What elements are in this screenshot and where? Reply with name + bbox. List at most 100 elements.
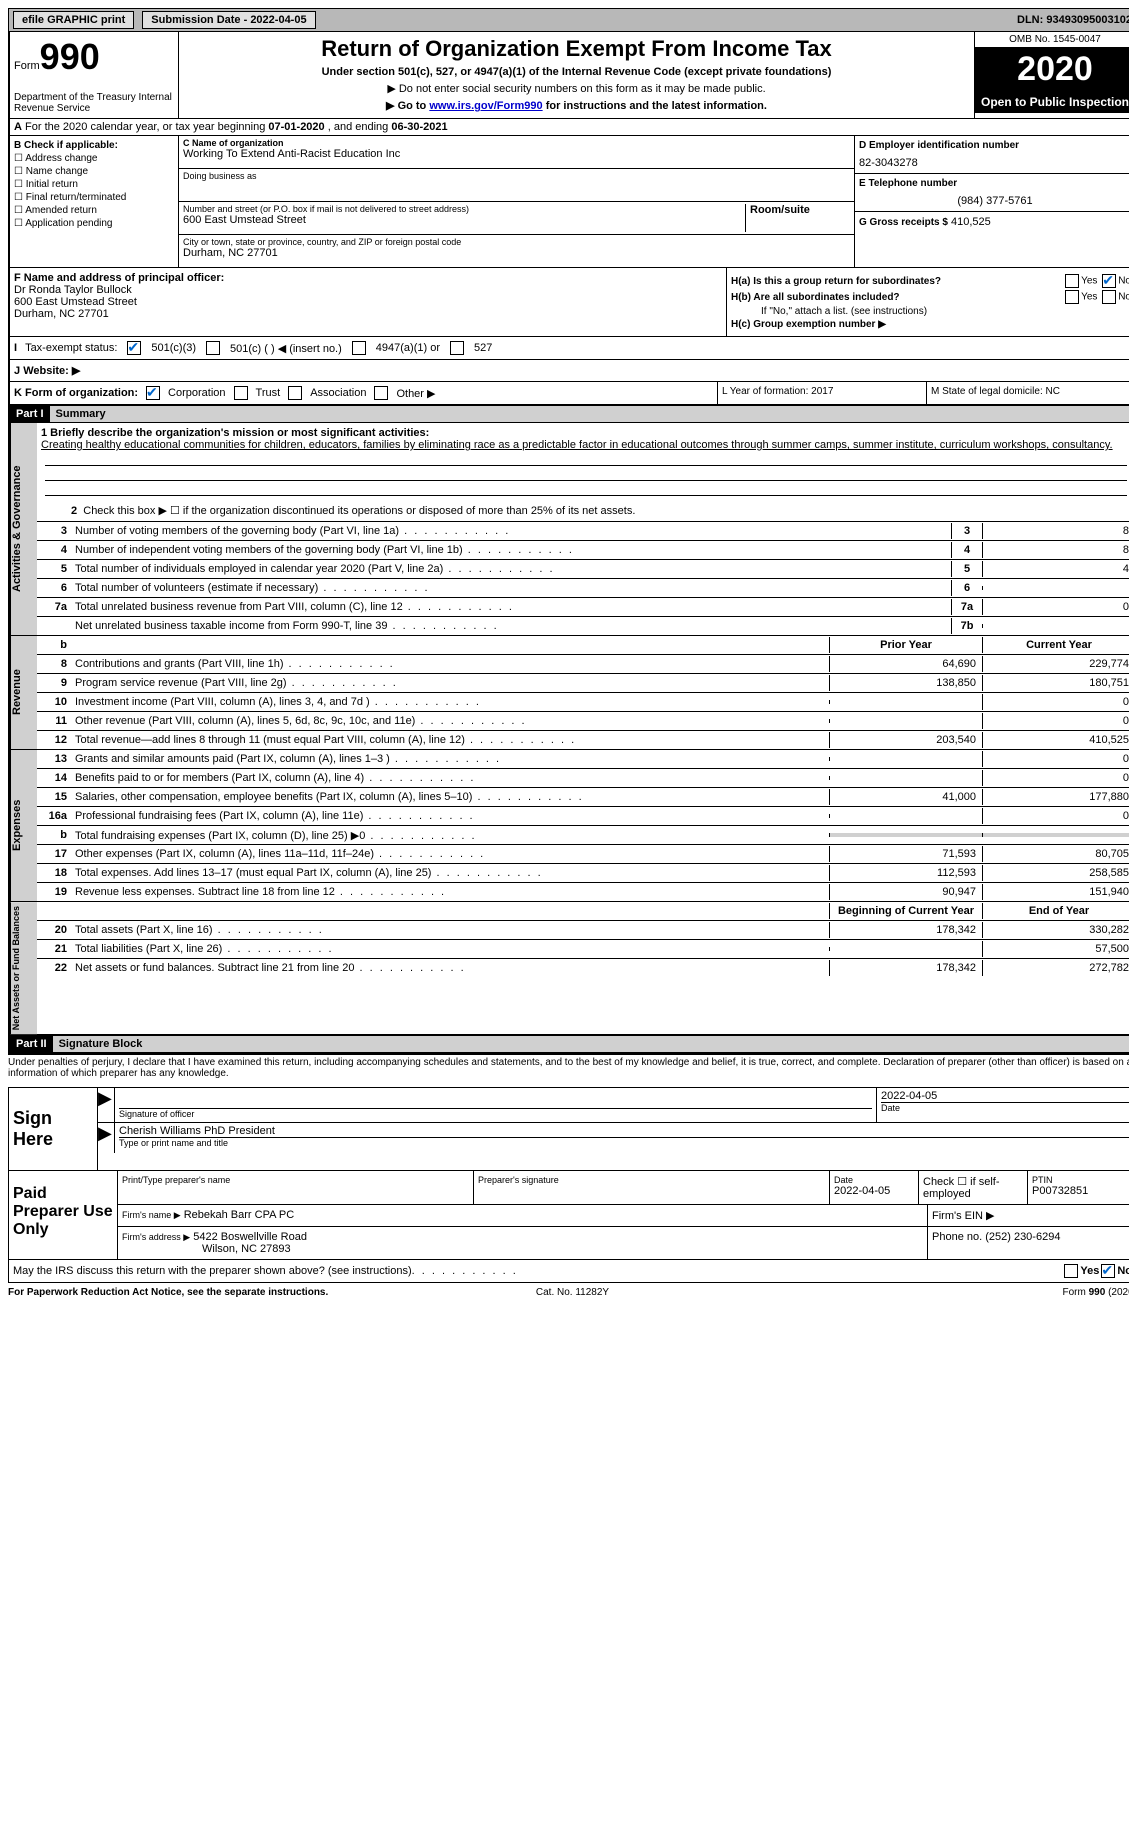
curr-val: 0	[982, 770, 1129, 786]
k-label: K Form of organization:	[14, 387, 138, 399]
org-name: Working To Extend Anti-Racist Education …	[183, 148, 850, 160]
row-i: I Tax-exempt status: 501(c)(3) 501(c) ( …	[10, 337, 1129, 360]
prior-val	[829, 814, 982, 818]
ha-no[interactable]	[1102, 274, 1116, 288]
i-4947[interactable]	[352, 341, 366, 355]
line-item: Net unrelated business taxable income fr…	[37, 617, 1129, 635]
line-text: Benefits paid to or for members (Part IX…	[71, 770, 829, 786]
cb-final-return[interactable]: ☐ Final return/terminated	[14, 192, 174, 203]
k-corp[interactable]	[146, 386, 160, 400]
gross-value: 410,525	[951, 216, 991, 228]
line-item: 13 Grants and similar amounts paid (Part…	[37, 750, 1129, 769]
tax-year: 2020	[975, 48, 1129, 91]
firm-name-label: Firm's name ▶	[122, 1210, 181, 1220]
efile-button[interactable]: efile GRAPHIC print	[13, 11, 134, 29]
prior-val: 112,593	[829, 865, 982, 881]
row-a-mid: , and ending	[328, 121, 392, 133]
i-501c[interactable]	[206, 341, 220, 355]
open-public: Open to Public Inspection	[975, 91, 1129, 113]
line-num: 17	[37, 848, 71, 860]
k-other[interactable]	[374, 386, 388, 400]
officer-addr2: Durham, NC 27701	[14, 308, 109, 320]
curr-val: 180,751	[982, 675, 1129, 691]
prior-year-hdr: Prior Year	[829, 637, 982, 653]
form-number: 990	[40, 36, 100, 77]
curr-year-hdr: Current Year	[982, 637, 1129, 653]
prior-val	[829, 776, 982, 780]
cb-initial-return[interactable]: ☐ Initial return	[14, 179, 174, 190]
line-item: 16a Professional fundraising fees (Part …	[37, 807, 1129, 826]
i-501c3[interactable]	[127, 341, 141, 355]
line-text: Contributions and grants (Part VIII, lin…	[71, 656, 829, 672]
prior-val	[829, 947, 982, 951]
line-item: 17 Other expenses (Part IX, column (A), …	[37, 845, 1129, 864]
line-text: Program service revenue (Part VIII, line…	[71, 675, 829, 691]
line-text: Other revenue (Part VIII, column (A), li…	[71, 713, 829, 729]
submission-button[interactable]: Submission Date - 2022-04-05	[142, 11, 315, 29]
firm-ein: Firm's EIN ▶	[927, 1205, 1129, 1226]
discuss-text: May the IRS discuss this return with the…	[13, 1265, 412, 1277]
row-fh: F Name and address of principal officer:…	[10, 268, 1129, 337]
irs-link[interactable]: www.irs.gov/Form990	[429, 100, 542, 112]
form-id-col: Form990 Department of the Treasury Inter…	[10, 32, 179, 118]
prep-date-label: Date	[834, 1175, 914, 1185]
part1-header: Part I Summary	[10, 406, 1129, 423]
ha-yes[interactable]	[1065, 274, 1079, 288]
k-assoc[interactable]	[288, 386, 302, 400]
rev-b: b	[37, 639, 71, 651]
line-box: 7a	[951, 599, 982, 615]
line-item: 11 Other revenue (Part VIII, column (A),…	[37, 712, 1129, 731]
hb-no[interactable]	[1102, 290, 1116, 304]
line-val: 0	[982, 599, 1129, 615]
col-d: D Employer identification number 82-3043…	[854, 136, 1129, 267]
year-col: OMB No. 1545-0047 2020 Open to Public In…	[974, 32, 1129, 118]
row-a-label: A	[14, 121, 22, 133]
q1-label: 1 Briefly describe the organization's mi…	[41, 427, 429, 439]
room-label: Room/suite	[745, 204, 850, 232]
curr-val: 151,940	[982, 884, 1129, 900]
q2-text: 2 Check this box ▶ ☐ if the organization…	[37, 500, 1129, 522]
section-bcd: B Check if applicable: ☐ Address change …	[10, 136, 1129, 268]
firm-addr: 5422 Boswellville Road	[193, 1231, 307, 1243]
line-text: Total number of volunteers (estimate if …	[71, 580, 951, 596]
line-item: 5 Total number of individuals employed i…	[37, 560, 1129, 579]
officer-name: Dr Ronda Taylor Bullock	[14, 284, 132, 296]
line-item: 6 Total number of volunteers (estimate i…	[37, 579, 1129, 598]
line-text: Grants and similar amounts paid (Part IX…	[71, 751, 829, 767]
line-text: Net unrelated business taxable income fr…	[71, 618, 951, 634]
sig-arrow2: ▶	[98, 1123, 114, 1153]
tel-label: E Telephone number	[859, 178, 1129, 189]
line-val	[982, 624, 1129, 628]
footer: For Paperwork Reduction Act Notice, see …	[8, 1283, 1129, 1302]
netassets-section: Net Assets or Fund Balances Beginning of…	[10, 901, 1129, 1034]
m-state: M State of legal domicile: NC	[926, 382, 1129, 404]
line-item: 7a Total unrelated business revenue from…	[37, 598, 1129, 617]
line-num: 10	[37, 696, 71, 708]
prior-val: 41,000	[829, 789, 982, 805]
note2-pre: ▶ Go to	[386, 100, 429, 112]
ha-label: H(a) Is this a group return for subordin…	[731, 276, 941, 287]
discuss-yes[interactable]	[1064, 1264, 1078, 1278]
i-527[interactable]	[450, 341, 464, 355]
na-curr-hdr: End of Year	[982, 903, 1129, 919]
addr-label: Number and street (or P.O. box if mail i…	[183, 204, 745, 214]
cb-amended[interactable]: ☐ Amended return	[14, 205, 174, 216]
line-item: 18 Total expenses. Add lines 13–17 (must…	[37, 864, 1129, 883]
line-box: 3	[951, 523, 982, 539]
prior-val: 178,342	[829, 922, 982, 938]
curr-val: 272,782	[982, 960, 1129, 976]
note2-post: for instructions and the latest informat…	[543, 100, 767, 112]
k-trust[interactable]	[234, 386, 248, 400]
governance-section: Activities & Governance 1 Briefly descri…	[10, 423, 1129, 635]
discuss-no[interactable]	[1101, 1264, 1115, 1278]
cb-name-change[interactable]: ☐ Name change	[14, 166, 174, 177]
cb-address-change[interactable]: ☐ Address change	[14, 153, 174, 164]
line-item: 14 Benefits paid to or for members (Part…	[37, 769, 1129, 788]
prior-val	[829, 719, 982, 723]
prep-date: 2022-04-05	[834, 1185, 914, 1197]
part2-title: Signature Block	[53, 1036, 1129, 1052]
line-text: Professional fundraising fees (Part IX, …	[71, 808, 829, 824]
title-col: Return of Organization Exempt From Incom…	[179, 32, 974, 118]
hb-yes[interactable]	[1065, 290, 1079, 304]
cb-application-pending[interactable]: ☐ Application pending	[14, 218, 174, 229]
